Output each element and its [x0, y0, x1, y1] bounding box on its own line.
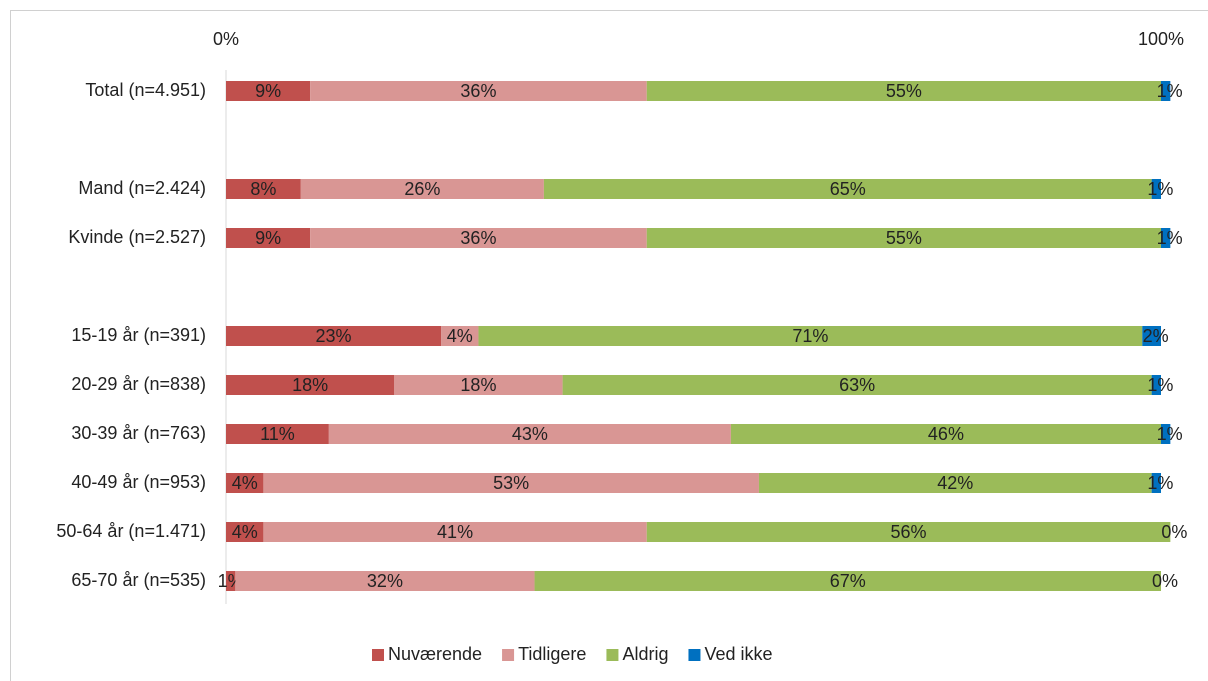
data-label: 65% — [830, 179, 866, 199]
bar-segment — [1151, 375, 1161, 395]
bar-segment — [226, 522, 264, 542]
bar-segment — [441, 326, 479, 346]
bar-segment — [758, 473, 1152, 493]
bar-segment — [1161, 81, 1171, 101]
data-label: 56% — [891, 522, 927, 542]
legend-swatch — [502, 649, 515, 661]
data-label: 55% — [886, 81, 922, 101]
data-label: 18% — [460, 375, 496, 395]
bar-segment — [1151, 473, 1161, 493]
data-label: 0% — [1161, 522, 1187, 542]
data-label: 63% — [839, 375, 875, 395]
bar-segment — [226, 473, 264, 493]
bar-segment — [263, 473, 759, 493]
data-label: 55% — [886, 228, 922, 248]
data-label: 4% — [232, 473, 258, 493]
bar-segment — [226, 326, 442, 346]
data-label: 43% — [512, 424, 548, 444]
data-label: 1% — [1157, 81, 1183, 101]
x-tick-label: 100% — [1138, 29, 1184, 49]
data-label: 67% — [830, 571, 866, 591]
legend-swatch — [606, 649, 619, 661]
bar-segment — [226, 571, 236, 591]
bar-segment — [730, 424, 1161, 444]
data-label: 42% — [937, 473, 973, 493]
bar-segment — [1161, 228, 1171, 248]
bar-segment — [394, 375, 563, 395]
y-tick-label: Total (n=4.951) — [85, 80, 206, 100]
bar-segment — [562, 375, 1152, 395]
legend-label: Nuværende — [388, 644, 482, 664]
bar-segment — [263, 522, 647, 542]
y-tick-label: 65-70 år (n=535) — [71, 570, 206, 590]
data-label: 4% — [232, 522, 258, 542]
bar-segment — [226, 424, 329, 444]
bar-segment — [300, 179, 544, 199]
bar-segment — [1151, 179, 1161, 199]
legend-swatch — [372, 649, 384, 661]
y-tick-label: 40-49 år (n=953) — [71, 472, 206, 492]
bar-segment — [534, 571, 1161, 591]
data-label: 11% — [260, 424, 295, 444]
data-label: 41% — [437, 522, 473, 542]
data-label: 4% — [447, 326, 473, 346]
bar-segment — [646, 522, 1171, 542]
bar-segment — [328, 424, 731, 444]
y-tick-label: 15-19 år (n=391) — [71, 325, 206, 345]
bar-segment — [226, 228, 311, 248]
bar-segment — [226, 375, 395, 395]
data-label: 36% — [460, 228, 496, 248]
bar-segment — [646, 228, 1161, 248]
data-label: 1% — [1157, 424, 1183, 444]
legend-label: Tidligere — [518, 644, 586, 664]
data-label: 71% — [792, 326, 828, 346]
bar-segment — [226, 81, 311, 101]
data-label: 46% — [928, 424, 964, 444]
data-label: 32% — [367, 571, 403, 591]
legend-label: Aldrig — [622, 644, 668, 664]
x-tick-label: 0% — [213, 29, 239, 49]
y-tick-label: 50-64 år (n=1.471) — [56, 521, 206, 541]
bar-segment — [1142, 326, 1161, 346]
data-label: 1% — [1147, 179, 1173, 199]
bar-segment — [478, 326, 1143, 346]
data-label: 26% — [404, 179, 440, 199]
y-tick-label: Mand (n=2.424) — [78, 178, 206, 198]
bar-segment — [310, 81, 647, 101]
y-tick-label: Kvinde (n=2.527) — [68, 227, 206, 247]
chart-frame — [10, 10, 1208, 681]
data-label: 23% — [316, 326, 352, 346]
bar-segment — [226, 179, 301, 199]
data-label: 8% — [250, 179, 276, 199]
data-label: 9% — [255, 228, 281, 248]
y-tick-label: 30-39 år (n=763) — [71, 423, 206, 443]
bar-segment — [235, 571, 535, 591]
data-label: 0% — [1152, 571, 1178, 591]
data-label: 1% — [1147, 473, 1173, 493]
data-label: 36% — [460, 81, 496, 101]
bar-segment — [543, 179, 1152, 199]
data-label: 9% — [255, 81, 281, 101]
data-label: 1% — [1157, 228, 1183, 248]
bar-segment — [646, 81, 1161, 101]
legend-swatch — [688, 649, 701, 661]
legend-label: Ved ikke — [704, 644, 772, 664]
data-label: 2% — [1143, 326, 1169, 346]
data-label: 1% — [1147, 375, 1173, 395]
data-label: 53% — [493, 473, 529, 493]
y-tick-label: 20-29 år (n=838) — [71, 374, 206, 394]
bar-segment — [310, 228, 647, 248]
bar-segment — [1161, 424, 1171, 444]
data-label: 18% — [292, 375, 328, 395]
